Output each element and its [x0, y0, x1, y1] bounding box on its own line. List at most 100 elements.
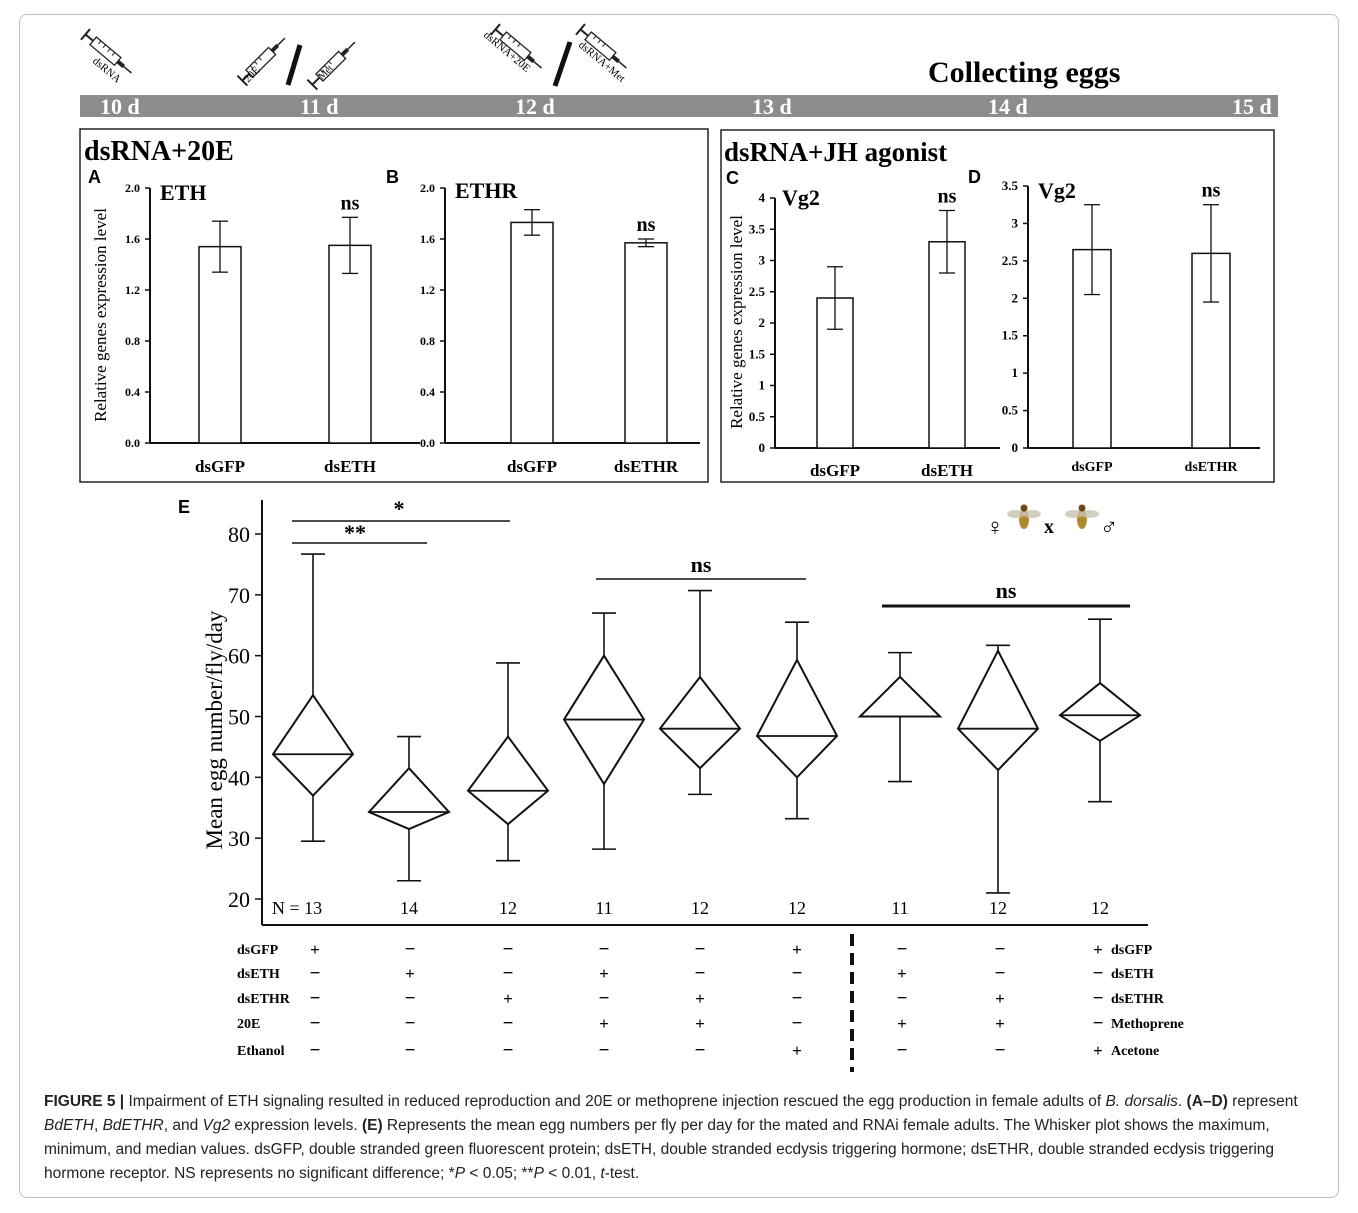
- caption-label: (A–D): [1186, 1093, 1228, 1110]
- timeline: 10 d 11 d 12 d 13 d 14 d 15 d Collecting…: [80, 23, 1278, 119]
- day-label: 13 d: [752, 94, 792, 119]
- caption-t: t: [600, 1165, 605, 1182]
- gene-title: ETH: [160, 180, 206, 205]
- gene-title: Vg2: [1038, 178, 1076, 203]
- matrix-cell: +: [599, 1014, 609, 1033]
- row-label-left: dsGFP: [237, 943, 279, 958]
- n-label: 12: [788, 898, 806, 918]
- y-tick-label: 0.4: [125, 385, 140, 399]
- panel-letter: C: [726, 168, 739, 188]
- matrix-cell: +: [695, 1014, 705, 1033]
- y-tick-label: 0.0: [125, 436, 140, 450]
- significance-label: *: [394, 496, 405, 521]
- diamond-box: [956, 648, 1040, 772]
- y-tick-label: 2.0: [420, 181, 435, 195]
- n-label: 12: [499, 898, 517, 918]
- bar: [510, 221, 554, 444]
- y-tick-label: 3: [759, 253, 766, 268]
- y-tick-label: 70: [228, 583, 250, 608]
- matrix-cell: −: [310, 988, 321, 1009]
- matrix-cell: −: [695, 939, 706, 960]
- caption-gene: Vg2: [202, 1117, 231, 1134]
- matrix-cell: −: [792, 1013, 803, 1034]
- y-tick-label: 20: [228, 887, 250, 912]
- male-symbol: ♂: [1100, 515, 1118, 541]
- y-tick-label: 0: [759, 440, 766, 455]
- syringe-icon: [80, 28, 132, 74]
- panel-letter-e: E: [178, 497, 190, 517]
- female-symbol: ♀: [986, 515, 1004, 541]
- y-tick-label: 50: [228, 705, 250, 730]
- y-tick-label: 3: [1012, 215, 1019, 230]
- caption-text: represent: [1227, 1093, 1298, 1110]
- matrix-cell: −: [1093, 988, 1104, 1009]
- n-label: 14: [400, 898, 418, 918]
- category-label: dsETH: [921, 461, 973, 480]
- y-tick-label: 1.5: [749, 346, 766, 361]
- fly-cross: ♀ x ♂: [986, 504, 1118, 541]
- matrix-cell: −: [310, 1040, 321, 1061]
- figure-frame: [19, 14, 1339, 1198]
- y-tick-label: 1.2: [420, 283, 435, 297]
- matrix-cell: +: [695, 989, 705, 1008]
- caption-text: Represents the mean egg numbers per fly …: [44, 1117, 1275, 1182]
- significance-label: ns: [996, 578, 1017, 603]
- matrix-cell: −: [405, 1013, 416, 1034]
- y-tick-label: 60: [228, 644, 250, 669]
- bar: [198, 245, 242, 444]
- y-tick-label: 0.0: [420, 436, 435, 450]
- y-tick-label: 0: [1012, 440, 1019, 455]
- y-axis-label-c: Relative genes expression level: [727, 215, 746, 429]
- matrix-cell: −: [599, 1040, 610, 1061]
- caption-text: , and: [163, 1117, 203, 1134]
- panel-letter: D: [968, 167, 981, 187]
- category-label: dsETHR: [614, 457, 679, 476]
- panel-a: A ETH 0.0 0.4 0.8 1.2 1.6 2.0 dsGFP ns dsETH: [88, 167, 420, 476]
- matrix-cell: −: [310, 1013, 321, 1034]
- caption-fig-label: FIGURE 5 |: [44, 1093, 125, 1110]
- y-tick-label: 80: [228, 522, 250, 547]
- matrix-cell: −: [995, 939, 1006, 960]
- significance-label: ns: [637, 214, 656, 236]
- caption-gene: BdETHR: [102, 1117, 164, 1134]
- matrix-cell: +: [792, 1041, 802, 1060]
- figure-caption: FIGURE 5 | Impairment of ETH signaling r…: [44, 1090, 1319, 1186]
- row-label-left: Ethanol: [237, 1044, 285, 1059]
- diamond-box: [367, 766, 451, 831]
- matrix-cell: −: [599, 939, 610, 960]
- matrix-cell: −: [897, 939, 908, 960]
- caption-text: -test.: [604, 1165, 640, 1182]
- matrix-cell: −: [995, 963, 1006, 984]
- row-label-left: dsETH: [237, 967, 280, 982]
- y-tick-label: 2.0: [125, 181, 140, 195]
- matrix-cell: +: [897, 964, 907, 983]
- y-tick-label: 1.6: [420, 232, 435, 246]
- group-title-20e: dsRNA+20E: [84, 136, 234, 167]
- row-label-right: dsETH: [1111, 967, 1154, 982]
- panel-letter: A: [88, 167, 101, 187]
- matrix-cell: +: [405, 964, 415, 983]
- y-axis-label-e: Mean egg number/fly/day: [202, 610, 227, 849]
- matrix-cell: +: [310, 940, 320, 959]
- diamond-box: [755, 657, 839, 779]
- day-label: 12 d: [515, 94, 555, 119]
- syringe-icon: [575, 23, 627, 69]
- syringe-icon: [306, 41, 356, 91]
- y-tick-label: 1.6: [125, 232, 140, 246]
- y-axis-label-a: Relative genes expression level: [91, 208, 110, 422]
- caption-text: < 0.01,: [543, 1165, 601, 1182]
- gene-title: Vg2: [782, 185, 820, 210]
- matrix-cell: +: [1093, 1041, 1103, 1060]
- y-tick-label: 0.8: [125, 334, 140, 348]
- day-label: 15 d: [1232, 94, 1272, 119]
- diamond-box: [1058, 681, 1142, 743]
- diamond-box: [857, 675, 943, 718]
- day-label: 14 d: [988, 94, 1028, 119]
- panel-letter: B: [386, 167, 399, 187]
- syringe-icon: [490, 23, 542, 69]
- y-tick-label: 3.5: [1002, 178, 1019, 193]
- y-tick-label: 0.5: [1002, 403, 1019, 418]
- y-tick-label: 3.5: [749, 221, 766, 236]
- diamond-box: [271, 693, 355, 798]
